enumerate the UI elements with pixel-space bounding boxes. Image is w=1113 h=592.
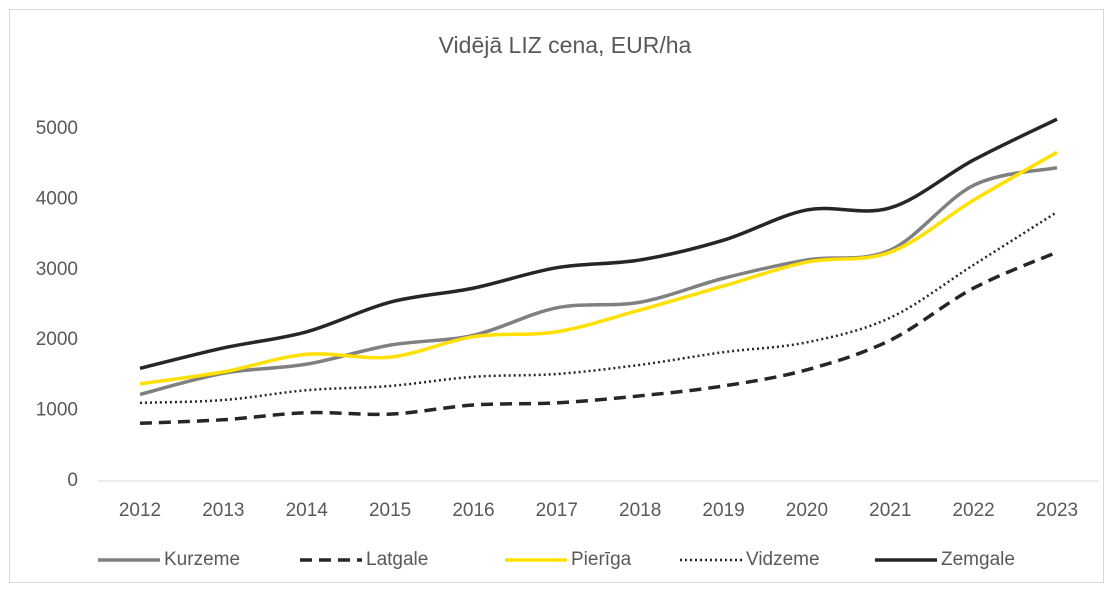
- y-tick-label: 5000: [36, 118, 78, 139]
- x-tick-label: 2017: [536, 500, 578, 521]
- y-tick-label: 2000: [36, 329, 78, 350]
- x-tick-label: 2014: [286, 500, 329, 521]
- line-series: [139, 166, 1058, 397]
- line-series: [139, 117, 1058, 371]
- x-tick-label: 2015: [369, 500, 411, 521]
- legend-label: Vidzeme: [746, 549, 820, 570]
- x-tick-label: 2012: [119, 500, 161, 521]
- y-tick-label: 4000: [36, 188, 78, 209]
- legend-label: Zemgale: [941, 549, 1015, 570]
- line-series: [139, 150, 1058, 386]
- line-series: [139, 250, 1058, 426]
- x-tick-label: 2016: [452, 500, 494, 521]
- chart-border: [9, 9, 1104, 583]
- x-tick-label: 2023: [1036, 500, 1078, 521]
- legend-label: Pierīga: [571, 549, 632, 570]
- line-series: [139, 211, 1058, 405]
- x-tick-label: 2020: [786, 500, 828, 521]
- y-tick-label: 3000: [36, 259, 78, 280]
- x-tick-label: 2013: [202, 500, 244, 521]
- chart-title: Vidējā LIZ cena, EUR/ha: [439, 32, 692, 58]
- x-tick-label: 2021: [869, 500, 911, 521]
- x-tick-label: 2022: [952, 500, 994, 521]
- x-tick-label: 2018: [619, 500, 661, 521]
- y-tick-label: 1000: [36, 400, 78, 421]
- x-tick-label: 2019: [702, 500, 744, 521]
- y-tick-label: 0: [67, 470, 78, 491]
- legend-label: Latgale: [366, 549, 428, 570]
- legend-label: Kurzeme: [164, 549, 240, 570]
